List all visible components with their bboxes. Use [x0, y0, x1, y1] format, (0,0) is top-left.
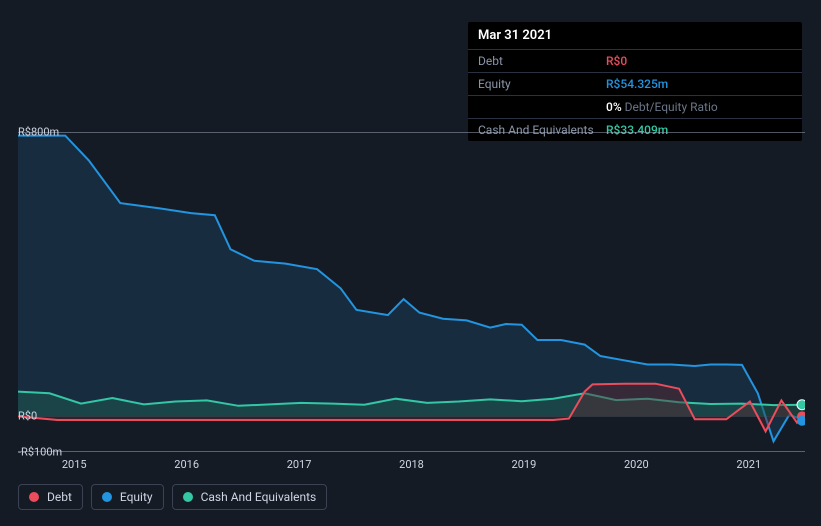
tooltip-row: DebtR$0 [468, 49, 802, 72]
x-tick-label: 2020 [624, 458, 649, 471]
legend-dot [102, 492, 112, 502]
x-tick-label: 2017 [287, 458, 312, 471]
legend-label: Equity [120, 490, 153, 504]
tooltip-value: 0% Debt/Equity Ratio [606, 100, 718, 114]
x-tick-label: 2021 [736, 458, 761, 471]
tooltip-row: 0% Debt/Equity Ratio [468, 95, 802, 118]
tooltip-row: EquityR$54.325m [468, 72, 802, 95]
x-tick-label: 2015 [62, 458, 87, 471]
tooltip-date: Mar 31 2021 [468, 22, 802, 49]
legend-item-cash-and-equivalents[interactable]: Cash And Equivalents [172, 484, 328, 510]
legend-label: Cash And Equivalents [201, 490, 317, 504]
chart-legend: Debt Equity Cash And Equivalents [18, 484, 327, 510]
x-axis-labels: 2015 2016 2017 2018 2019 2020 2021 [18, 458, 805, 476]
legend-item-debt[interactable]: Debt [18, 484, 83, 510]
tooltip-value: R$54.325m [606, 77, 668, 91]
y-tick-label: -R$100m [18, 446, 62, 459]
x-tick-label: 2016 [174, 458, 199, 471]
legend-item-equity[interactable]: Equity [91, 484, 164, 510]
x-tick-label: 2019 [512, 458, 537, 471]
tooltip-label: Debt [478, 54, 606, 68]
legend-label: Debt [47, 490, 72, 504]
x-tick-label: 2018 [399, 458, 424, 471]
tooltip-value: R$0 [606, 54, 627, 68]
legend-dot [29, 492, 39, 502]
y-axis-labels: R$800m R$0 -R$100m [18, 120, 68, 476]
tooltip-label [478, 100, 606, 114]
chart-area: R$800m R$0 -R$100m 2015 2016 2017 2018 2019 202… [18, 120, 805, 476]
y-tick-label: R$800m [18, 126, 59, 139]
y-tick-label: R$0 [18, 410, 37, 423]
legend-dot [183, 492, 193, 502]
tooltip-label: Equity [478, 77, 606, 91]
chart-plot [18, 132, 805, 451]
